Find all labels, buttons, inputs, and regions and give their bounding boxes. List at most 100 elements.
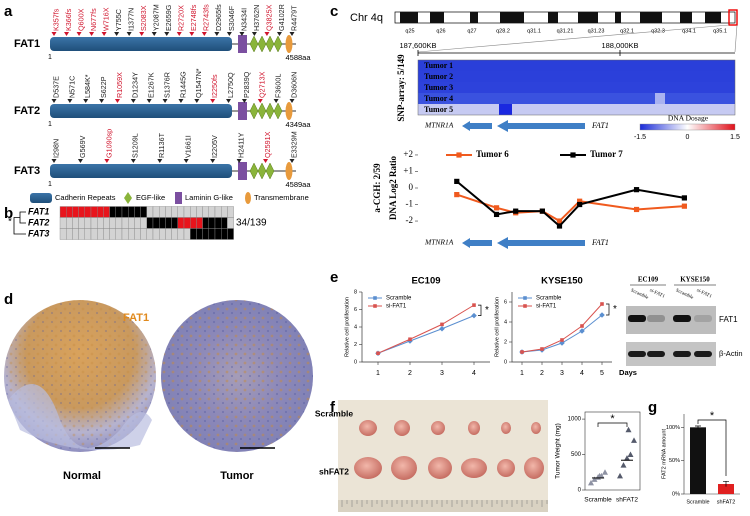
significance-star: * (485, 305, 489, 316)
tissue-label: Tumor (220, 470, 254, 482)
band-label: q27 (467, 28, 476, 34)
start-residue: 1 (48, 54, 52, 61)
grid-cell (146, 217, 154, 229)
dendrogram (13, 211, 26, 235)
y-axis-label: Relative cell proliferation (494, 297, 500, 357)
grid-cell (158, 217, 166, 229)
y-tick-label: -1 (406, 199, 414, 209)
snp-label: SNP-array: 5/149 (396, 54, 406, 122)
plot-frame (584, 411, 641, 491)
gene-name: FAT1 (14, 38, 40, 50)
position-label: 187,600KB (399, 41, 436, 50)
mutation-arrow (114, 32, 120, 36)
grid-cell (96, 206, 104, 218)
bar (690, 427, 706, 494)
mutation-label: R1059X (115, 72, 124, 98)
lane-label: si-FAT1 (649, 288, 666, 300)
grid-cell (220, 217, 228, 229)
blot-protein: β-Actin (719, 349, 743, 358)
grid-cell (165, 217, 172, 229)
heatmap-row (418, 82, 735, 93)
y-tick-label: +1 (403, 166, 413, 176)
start-residue: 1 (48, 181, 52, 188)
legend-label: Tumor 7 (590, 149, 623, 159)
series-line (377, 315, 475, 354)
mutation-label: E2659G (164, 4, 173, 31)
series-line (456, 180, 685, 228)
heatmap-frame (417, 59, 736, 116)
mutation-arrow (239, 32, 245, 36)
x-tick-label: 4 (580, 370, 584, 377)
y-tick-label: 6 (354, 307, 357, 313)
point (560, 338, 564, 342)
mutation-label: D1234Y (131, 72, 140, 98)
egf-domain (257, 102, 267, 120)
gene-arrow (462, 238, 492, 248)
grid-cell (115, 206, 123, 218)
significance-bracket (478, 304, 482, 316)
point (472, 303, 476, 307)
point (440, 322, 444, 327)
ideogram-band (430, 12, 444, 23)
mutation-label: N677fs (89, 8, 98, 31)
point (577, 201, 583, 208)
mutation-label: H2411Y (237, 132, 246, 158)
band (694, 351, 712, 357)
point (493, 205, 500, 211)
significance-bracket (606, 303, 610, 316)
start-residue: 1 (48, 121, 52, 128)
mutation-label: K366fs (64, 8, 73, 31)
lane-label: Scramble (675, 288, 695, 301)
grid-cell (202, 217, 210, 229)
significance-bracket (597, 422, 628, 427)
group-label: Scramble (315, 408, 354, 418)
x-tick-label: 3 (560, 370, 564, 377)
point (408, 337, 412, 342)
tumor (354, 457, 382, 479)
egf-domain (265, 162, 275, 180)
mutation-label: Y755C (114, 9, 123, 31)
point (454, 192, 460, 198)
mutation-arrow (183, 159, 189, 163)
mutation-label: N3434I (239, 8, 248, 31)
ideogram-band (500, 12, 524, 23)
gene-label: FAT1 (591, 238, 609, 247)
mutation-label: I2205V (210, 135, 219, 158)
band-label: q32.1 (620, 28, 634, 34)
grid-ratio: 34/139 (236, 218, 267, 229)
blot-protein: FAT1 (719, 315, 738, 324)
y-tick-label: 500 (571, 452, 582, 458)
laminin-domain (238, 35, 247, 53)
cadherin-domain (50, 104, 232, 118)
grid-cell (121, 206, 129, 218)
x-tick-label: shFAT2 (616, 497, 638, 504)
grid-cell (220, 228, 228, 240)
grid-cell (84, 206, 92, 218)
grid-cell (96, 217, 104, 229)
mutation-label: L584K* (83, 74, 92, 98)
legend-label: Transmembrane (254, 193, 309, 202)
grid-cell (196, 228, 203, 240)
grid-cell (140, 217, 148, 229)
tumor (431, 421, 445, 435)
point (627, 451, 634, 458)
grid-cell (109, 206, 116, 218)
grid-cell (134, 217, 141, 229)
mutation-arrow (178, 99, 184, 103)
point (577, 198, 583, 204)
band (628, 351, 646, 357)
point (588, 479, 594, 486)
mutation-label: N571C (67, 76, 76, 98)
panel-label: c (330, 3, 338, 20)
side-label: a-CGH: 2/59 (372, 163, 382, 213)
mutation-label: P2839Q (242, 71, 251, 98)
egf-domain (273, 102, 283, 120)
mutation-label: H3762N (252, 5, 261, 31)
grid-cell (127, 217, 135, 229)
ideogram-band (640, 12, 662, 23)
tumor-label: Tumor 1 (424, 61, 453, 70)
grid-cell (183, 206, 191, 218)
mutation-arrow (176, 32, 182, 36)
gene-label: MTNR1A (424, 121, 454, 130)
dosage-title: DNA Dosage (668, 114, 709, 123)
